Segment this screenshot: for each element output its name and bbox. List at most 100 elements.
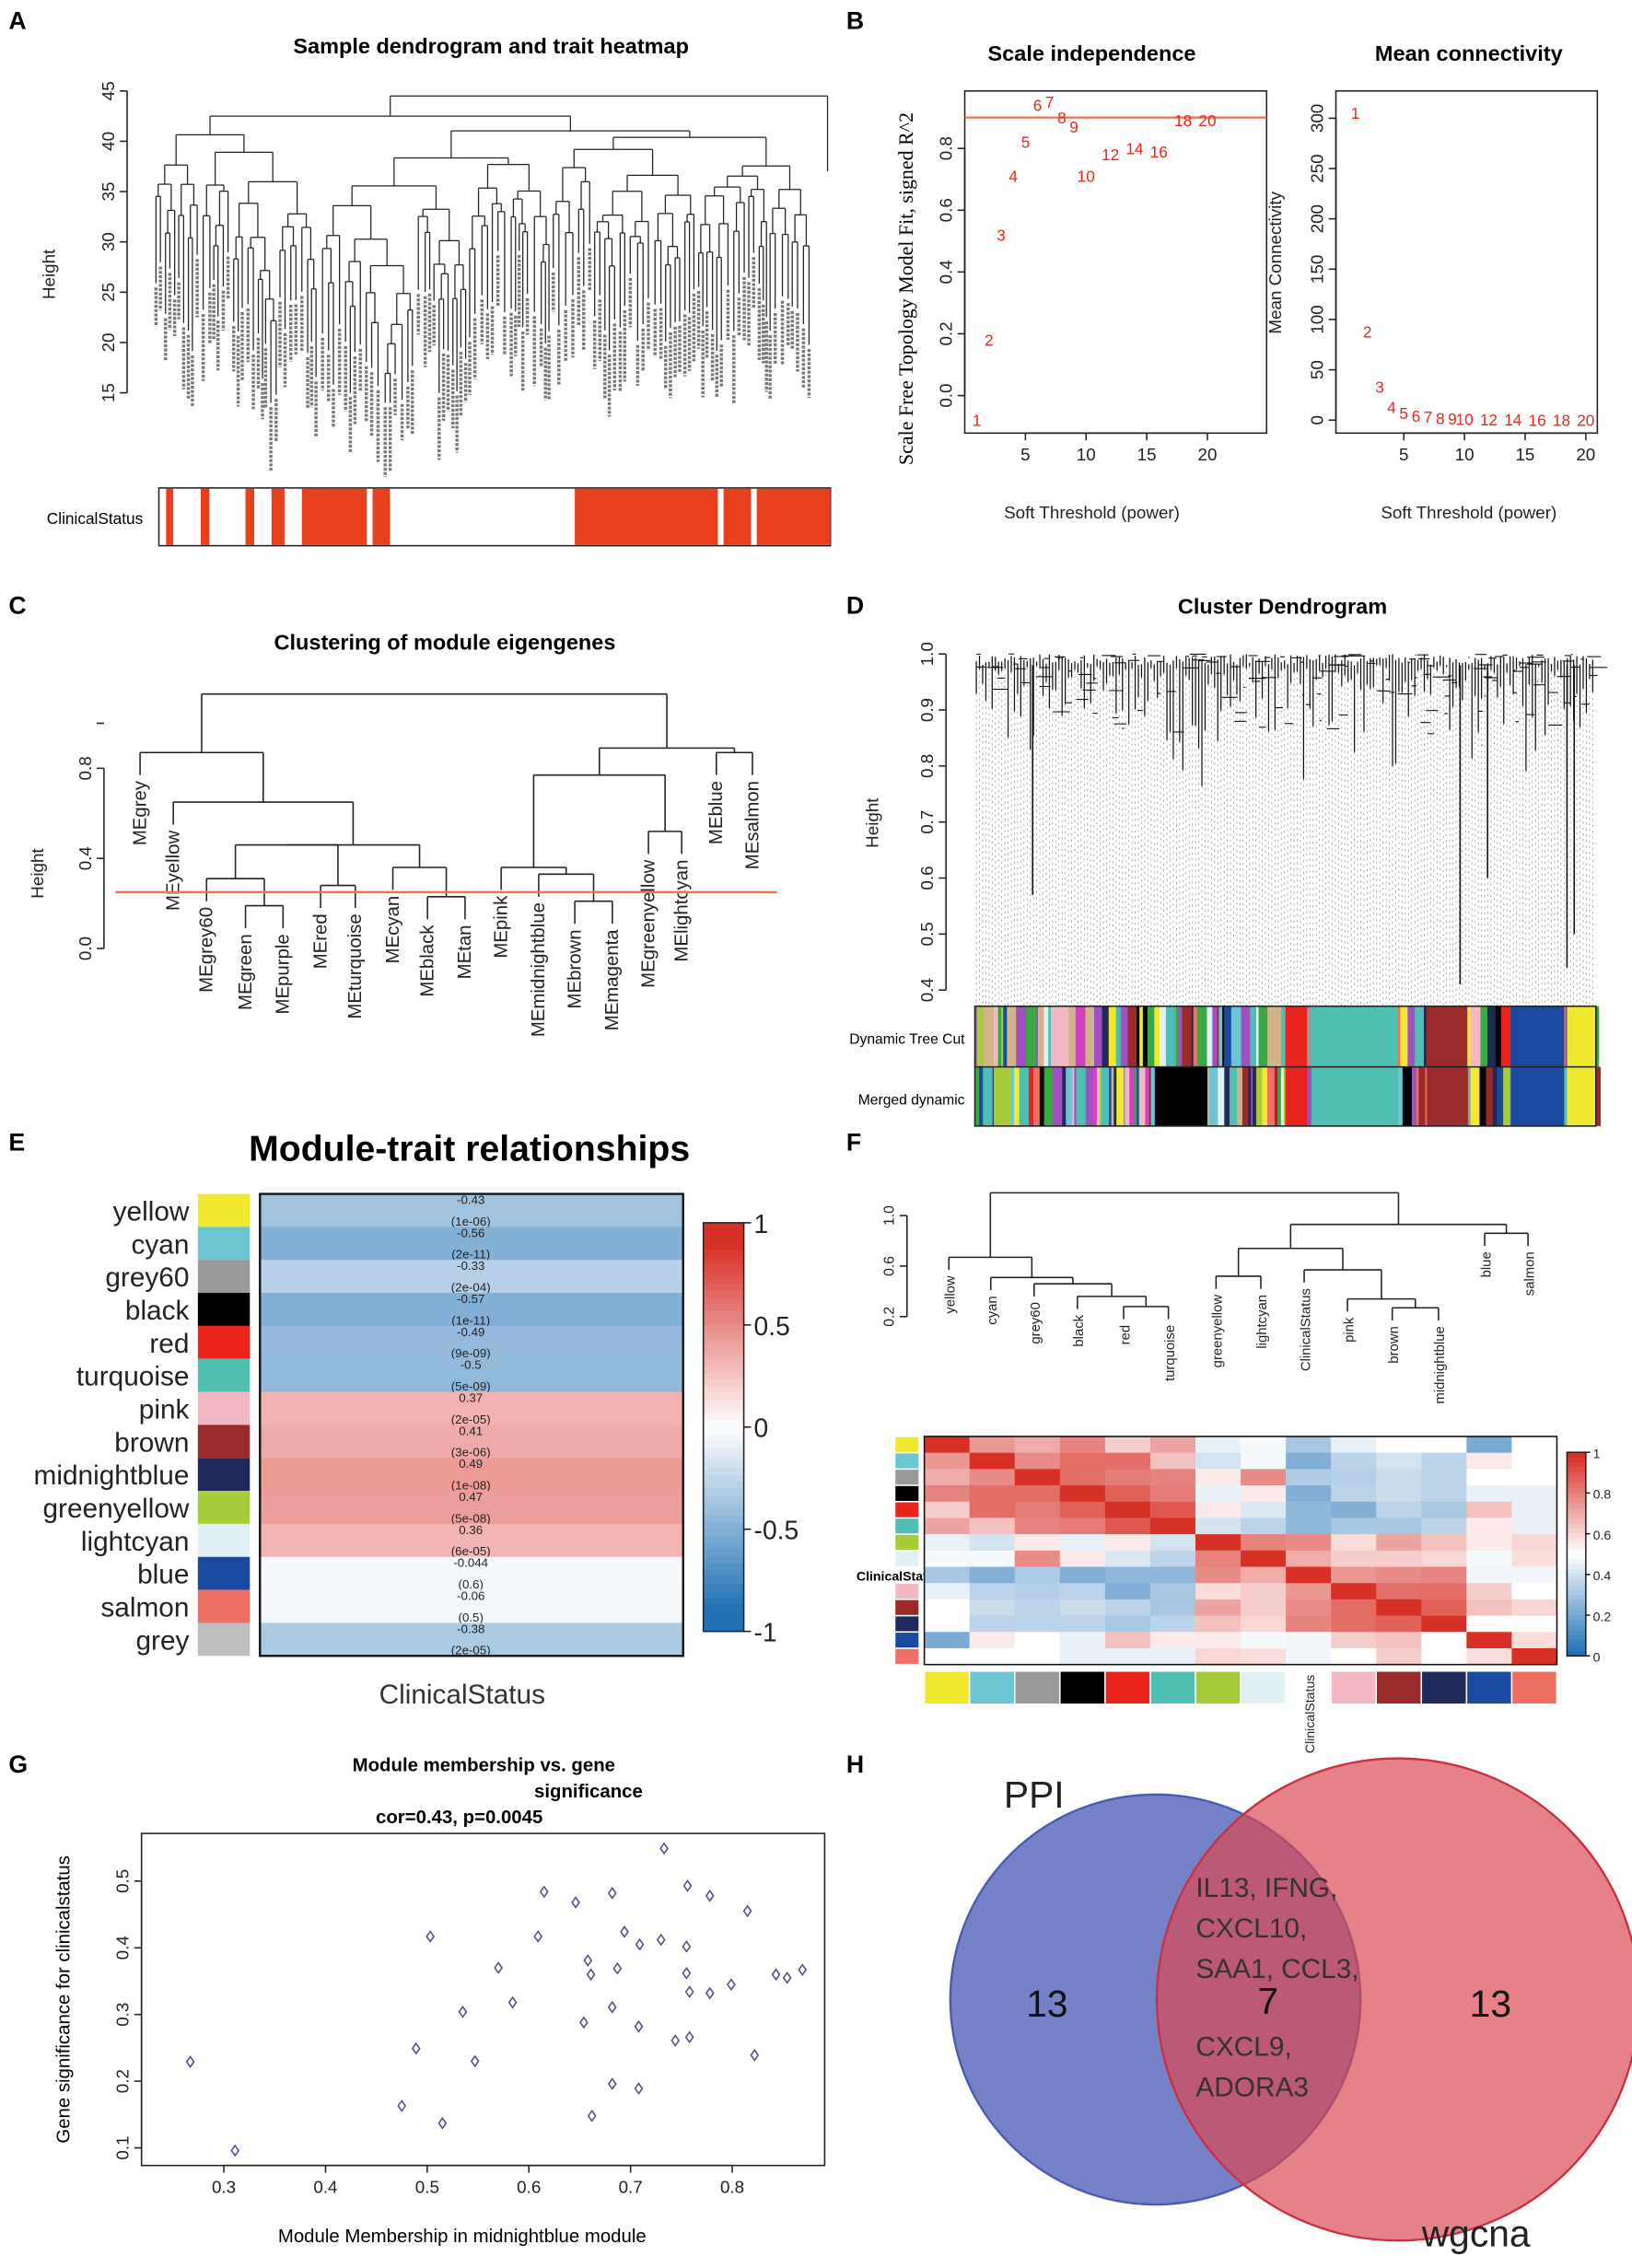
heatmap-cell <box>924 1566 971 1584</box>
colorbar-step <box>703 1324 744 1333</box>
data-point-label: 10 <box>1456 410 1474 428</box>
column-color-swatch <box>1512 1671 1556 1704</box>
panel-g-title-2: significance <box>534 1782 643 1802</box>
dynamic-tree-cut-segment <box>1075 1006 1086 1067</box>
heatmap-cell <box>1149 1485 1196 1503</box>
colorbar-step <box>703 1392 744 1401</box>
data-point-label: 7 <box>1045 93 1055 111</box>
colorbar-step <box>703 1318 744 1326</box>
leaf-label: salmon <box>1522 1251 1537 1296</box>
heatmap-cell <box>1195 1485 1241 1503</box>
cell-cor-value: 0.36 <box>459 1523 483 1537</box>
heatmap-cell <box>924 1615 971 1633</box>
column-color-swatch <box>1241 1671 1286 1704</box>
colorbar-step <box>1567 1452 1586 1459</box>
dynamic-tree-cut-segment <box>1427 1006 1468 1067</box>
leaf-label: black <box>1072 1314 1087 1346</box>
colorbar-step <box>703 1263 744 1272</box>
leaf-label: ClinicalStatus <box>1299 1288 1313 1371</box>
colorbar-tick-label: 1 <box>1593 1446 1601 1460</box>
module-color-swatch <box>197 1293 251 1326</box>
heatmap-cell <box>969 1436 1016 1454</box>
heatmap-cell <box>1241 1485 1287 1503</box>
heatmap-cell <box>924 1599 971 1617</box>
dynamic-tree-cut-segment <box>1256 1006 1259 1067</box>
merged-dynamic-segment <box>1394 1066 1404 1126</box>
heatmap-cell <box>1241 1632 1287 1649</box>
venn-count-intersection: 7 <box>1257 1980 1278 2022</box>
colorbar-step <box>1567 1513 1586 1519</box>
data-point <box>750 2049 760 2062</box>
dynamic-tree-cut-segment <box>1567 1006 1596 1067</box>
dynamic-tree-cut-segment <box>1204 1006 1207 1067</box>
merged-dynamic-segment <box>1208 1066 1216 1126</box>
x-tick-label: 0.3 <box>212 2177 236 2196</box>
cell-cor-value: 0.37 <box>459 1391 483 1405</box>
column-color-swatch <box>925 1671 969 1704</box>
colorbar-step <box>703 1311 744 1320</box>
heatmap-cell <box>1059 1485 1106 1503</box>
heatmap-cell <box>1014 1647 1061 1666</box>
heatmap-cell <box>1104 1647 1151 1666</box>
data-point <box>684 2030 694 2044</box>
x-tick-label: 20 <box>1198 445 1218 464</box>
clinical-status-segment <box>200 488 210 545</box>
heatmap-cell <box>1511 1632 1557 1649</box>
heatmap-frame <box>923 1436 1558 1666</box>
data-point <box>682 1879 693 1892</box>
heatmap-cell <box>1195 1469 1241 1486</box>
y-tick-label: 300 <box>1307 104 1326 133</box>
clinical-status-segment <box>756 488 831 545</box>
y-tick-label: 0.0 <box>936 384 955 408</box>
heatmap-cell <box>260 1193 683 1227</box>
row-color-swatch <box>895 1470 919 1485</box>
heatmap-cell <box>924 1647 971 1666</box>
data-point <box>507 1995 518 2009</box>
panel-g-scatter: 0.1 0.2 0.3 0.4 0.5 0.3 0.4 0.5 0.6 0.7 0.8 <box>113 1832 826 2196</box>
data-point <box>656 1933 666 1947</box>
y-tick-label: 0.6 <box>882 1256 898 1276</box>
cell-p-value: (1e-08) <box>451 1479 491 1493</box>
column-color-swatch <box>1376 1671 1421 1704</box>
row-color-swatch <box>895 1599 919 1615</box>
data-point-label: 8 <box>1436 409 1445 427</box>
colorbar-tick-label: 0.4 <box>1593 1568 1612 1583</box>
heatmap-cell <box>1059 1452 1106 1470</box>
module-color-swatch <box>197 1260 251 1294</box>
module-color-swatch <box>197 1193 251 1227</box>
module-color-swatch <box>197 1622 251 1657</box>
heatmap-cell <box>260 1622 683 1657</box>
colorbar-step <box>1567 1615 1586 1622</box>
cell-p-value: (1e-11) <box>451 1313 490 1327</box>
heatmap-cell <box>1014 1632 1061 1649</box>
merged-dynamic-segment <box>1066 1066 1073 1126</box>
dynamic-tree-cut-segment <box>1224 1006 1232 1067</box>
colorbar-step <box>703 1332 744 1340</box>
panel-label-e: E <box>8 1129 25 1157</box>
heatmap-cell <box>1511 1566 1557 1584</box>
heatmap-cell <box>1195 1436 1241 1454</box>
panel-g-title-1: Module membership vs. gene <box>353 1756 615 1776</box>
leaf-label: greenyellow <box>1211 1295 1226 1368</box>
data-point <box>583 1954 593 1967</box>
cell-cor-value: -0.49 <box>457 1325 484 1339</box>
y-tick-label: 35 <box>99 182 118 202</box>
heatmap-cell <box>1241 1550 1287 1567</box>
merged-dynamic-segment <box>1262 1066 1268 1126</box>
merged-dynamic-segment <box>1116 1066 1125 1126</box>
panel-h-venn: PPI wgcna 13 13 7 IL13, IFNG, CXCL10, SA… <box>949 1757 1632 2254</box>
dynamic-tree-cut-segment <box>1142 1006 1148 1067</box>
merged-dynamic-segment <box>1567 1066 1596 1126</box>
heatmap-cell <box>1104 1583 1151 1600</box>
colorbar-step <box>1567 1604 1586 1611</box>
heatmap-cell <box>1104 1599 1151 1617</box>
x-tick-label: 10 <box>1077 445 1096 464</box>
merged-dynamic-segment <box>1274 1066 1278 1126</box>
cell-p-value: (0.5) <box>459 1611 484 1624</box>
colorbar-step <box>703 1481 744 1490</box>
dynamic-tree-cut-segment <box>1250 1006 1257 1067</box>
dynamic-tree-cut-segment <box>1026 1006 1037 1067</box>
colorbar-step <box>703 1522 744 1530</box>
panel-label-g: G <box>8 1750 28 1778</box>
dynamic-tree-cut-segment <box>1102 1006 1110 1067</box>
